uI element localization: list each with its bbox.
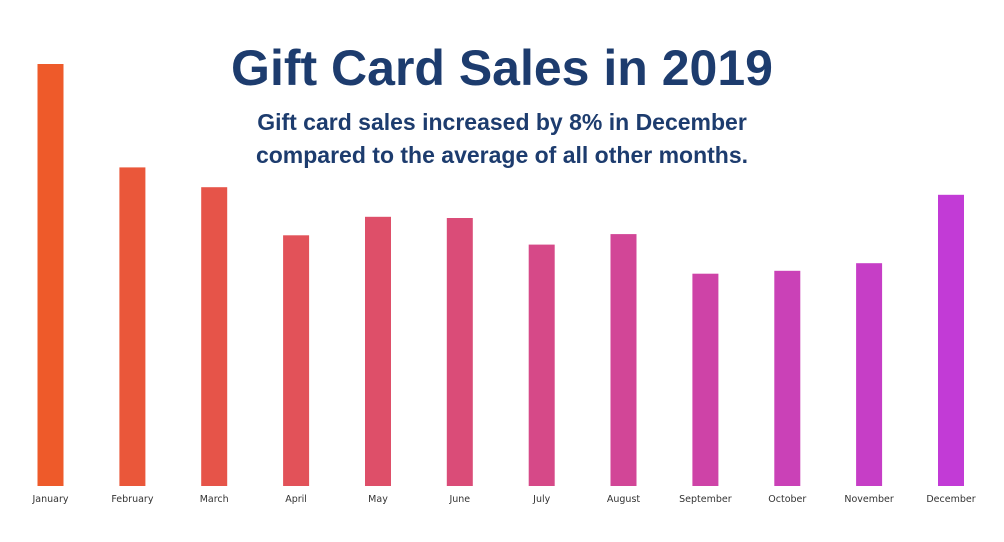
bar-april [283, 235, 310, 486]
category-labels-group: January February March April May June July Augu… [31, 494, 975, 505]
bar-october [774, 270, 801, 486]
bar-september [692, 273, 719, 486]
category-label-november: November [844, 494, 894, 505]
bar-august [610, 234, 637, 486]
bar-november [856, 263, 883, 486]
category-label-may: May [368, 494, 388, 505]
bar-may [365, 216, 391, 487]
category-label-july: July [532, 494, 550, 505]
bars-group [37, 64, 964, 487]
category-label-february: February [111, 494, 153, 505]
category-label-december: December [926, 494, 975, 505]
chart-subtitle-line-2: compared to the average of all other mon… [256, 142, 748, 168]
category-label-september: September [679, 494, 732, 505]
category-label-march: March [200, 494, 229, 505]
bar-june [446, 218, 473, 486]
bar-december [938, 194, 964, 487]
bar-january [37, 64, 64, 486]
bar-march [201, 187, 228, 486]
bar-july [528, 244, 555, 486]
category-label-april: April [285, 494, 307, 505]
category-label-january: January [31, 494, 68, 505]
category-label-june: June [448, 494, 470, 505]
bar-february [119, 167, 146, 486]
chart-subtitle-line-1: Gift card sales increased by 8% in Decem… [257, 109, 747, 135]
category-label-august: August [607, 494, 641, 505]
category-label-october: October [768, 494, 806, 505]
chart-title: Gift Card Sales in 2019 [231, 40, 773, 96]
